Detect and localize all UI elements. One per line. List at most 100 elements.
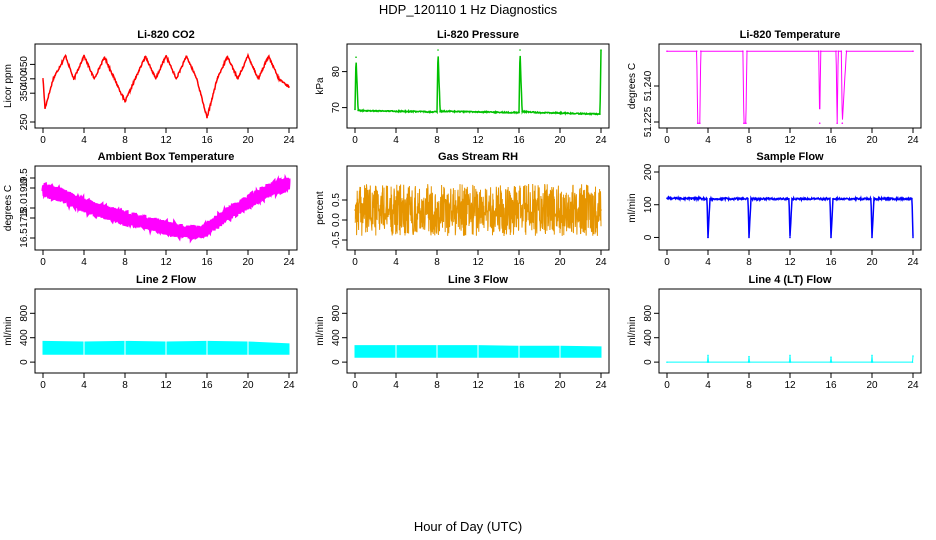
- figure-title: HDP_120110 1 Hz Diagnostics: [379, 2, 558, 17]
- x-tick-label: 8: [434, 257, 440, 268]
- y-tick-label: 450: [19, 56, 30, 73]
- y-tick-label: 0: [643, 234, 654, 240]
- x-tick-label: 20: [554, 135, 566, 146]
- data-point: [436, 111, 438, 113]
- x-tick-label: 20: [554, 380, 566, 391]
- x-tick-label: 20: [242, 380, 254, 391]
- y-axis-label: ml/min: [315, 316, 326, 345]
- data-point: [709, 198, 711, 200]
- data-point: [415, 110, 418, 113]
- data-point: [113, 78, 116, 81]
- data-point: [521, 110, 523, 113]
- data-point: [477, 111, 479, 113]
- data-point: [837, 50, 839, 52]
- data-point: [355, 56, 357, 58]
- data-point: [830, 236, 832, 239]
- x-tick-label: 12: [784, 380, 796, 391]
- y-axis-label: kPa: [315, 77, 326, 95]
- data-point: [579, 112, 582, 115]
- x-tick-label: 0: [664, 380, 670, 391]
- x-tick-label: 24: [283, 380, 295, 391]
- data-point: [912, 50, 914, 52]
- data-point: [911, 361, 914, 363]
- data-point: [700, 50, 702, 52]
- data-point: [52, 78, 55, 80]
- chart-title: Li-820 CO2: [137, 29, 194, 41]
- x-tick-label: 4: [705, 380, 711, 391]
- data-point: [497, 111, 500, 114]
- x-tick-label: 12: [472, 380, 484, 391]
- x-tick-label: 0: [664, 257, 670, 268]
- data-point: [44, 107, 46, 109]
- data-point: [789, 354, 791, 357]
- series-line: [42, 52, 290, 118]
- data-point: [599, 113, 601, 115]
- y-tick-label: 800: [331, 305, 342, 322]
- data-point: [600, 49, 602, 51]
- data-point: [62, 195, 65, 197]
- plot-area: [42, 339, 290, 357]
- x-tick-label: 24: [595, 135, 607, 146]
- chart-title: Sample Flow: [756, 151, 824, 163]
- x-tick-label: 16: [513, 135, 525, 146]
- data-point: [871, 354, 873, 357]
- x-tick-label: 24: [907, 135, 919, 146]
- x-tick-label: 24: [595, 257, 607, 268]
- data-point: [288, 86, 290, 88]
- y-tick-label: 17.5: [19, 208, 30, 228]
- x-tick-label: 8: [434, 135, 440, 146]
- x-tick-label: 0: [40, 257, 46, 268]
- x-tick-label: 8: [122, 257, 128, 268]
- x-tick-label: 0: [40, 380, 46, 391]
- data-point: [124, 217, 126, 219]
- x-tick-label: 4: [705, 257, 711, 268]
- y-axis-label: degrees C: [3, 185, 14, 231]
- data-point: [456, 110, 459, 113]
- x-tick-label: 16: [201, 380, 213, 391]
- y-tick-label: 0: [19, 359, 30, 365]
- data-point: [829, 198, 831, 200]
- data-point: [267, 55, 270, 58]
- figure-xlabel: Hour of Day (UTC): [414, 519, 522, 534]
- x-tick-label: 4: [81, 257, 87, 268]
- data-point: [124, 101, 126, 103]
- data-point: [559, 112, 561, 114]
- y-tick-label: 18.0: [19, 198, 30, 218]
- x-tick-label: 8: [746, 380, 752, 391]
- data-point: [165, 227, 167, 229]
- data-point: [144, 221, 147, 223]
- x-tick-label: 16: [513, 257, 525, 268]
- plot-area: [354, 183, 602, 237]
- chart-title: Li-820 Temperature: [740, 29, 841, 41]
- data-point: [836, 122, 838, 124]
- data-point: [134, 78, 137, 80]
- plot-area: [666, 354, 914, 363]
- y-axis-label: percent: [315, 191, 326, 225]
- y-tick-label: 250: [19, 113, 30, 130]
- data-point: [742, 50, 744, 52]
- chart-title: Li-820 Pressure: [437, 29, 519, 41]
- x-tick-label: 12: [160, 257, 172, 268]
- data-point: [354, 108, 356, 111]
- y-tick-label: 800: [19, 305, 30, 322]
- y-axis-label: ml/min: [627, 316, 638, 345]
- plot-area: [354, 343, 602, 360]
- x-tick-label: 4: [393, 135, 399, 146]
- y-tick-label: 400: [643, 329, 654, 346]
- data-point: [216, 78, 219, 80]
- x-tick-label: 24: [283, 135, 295, 146]
- data-point: [746, 50, 748, 52]
- plot-area: [42, 52, 290, 119]
- x-tick-label: 20: [242, 135, 254, 146]
- y-tick-label: 0.0: [331, 213, 342, 227]
- x-tick-label: 12: [160, 135, 172, 146]
- data-point: [103, 56, 106, 58]
- y-tick-label: 400: [331, 329, 342, 346]
- y-tick-label: 51.225: [643, 106, 654, 137]
- data-point: [817, 50, 820, 52]
- data-point: [748, 361, 751, 363]
- plot-frame: [34, 288, 298, 374]
- y-tick-label: 16.5: [19, 228, 30, 248]
- x-tick-label: 12: [784, 257, 796, 268]
